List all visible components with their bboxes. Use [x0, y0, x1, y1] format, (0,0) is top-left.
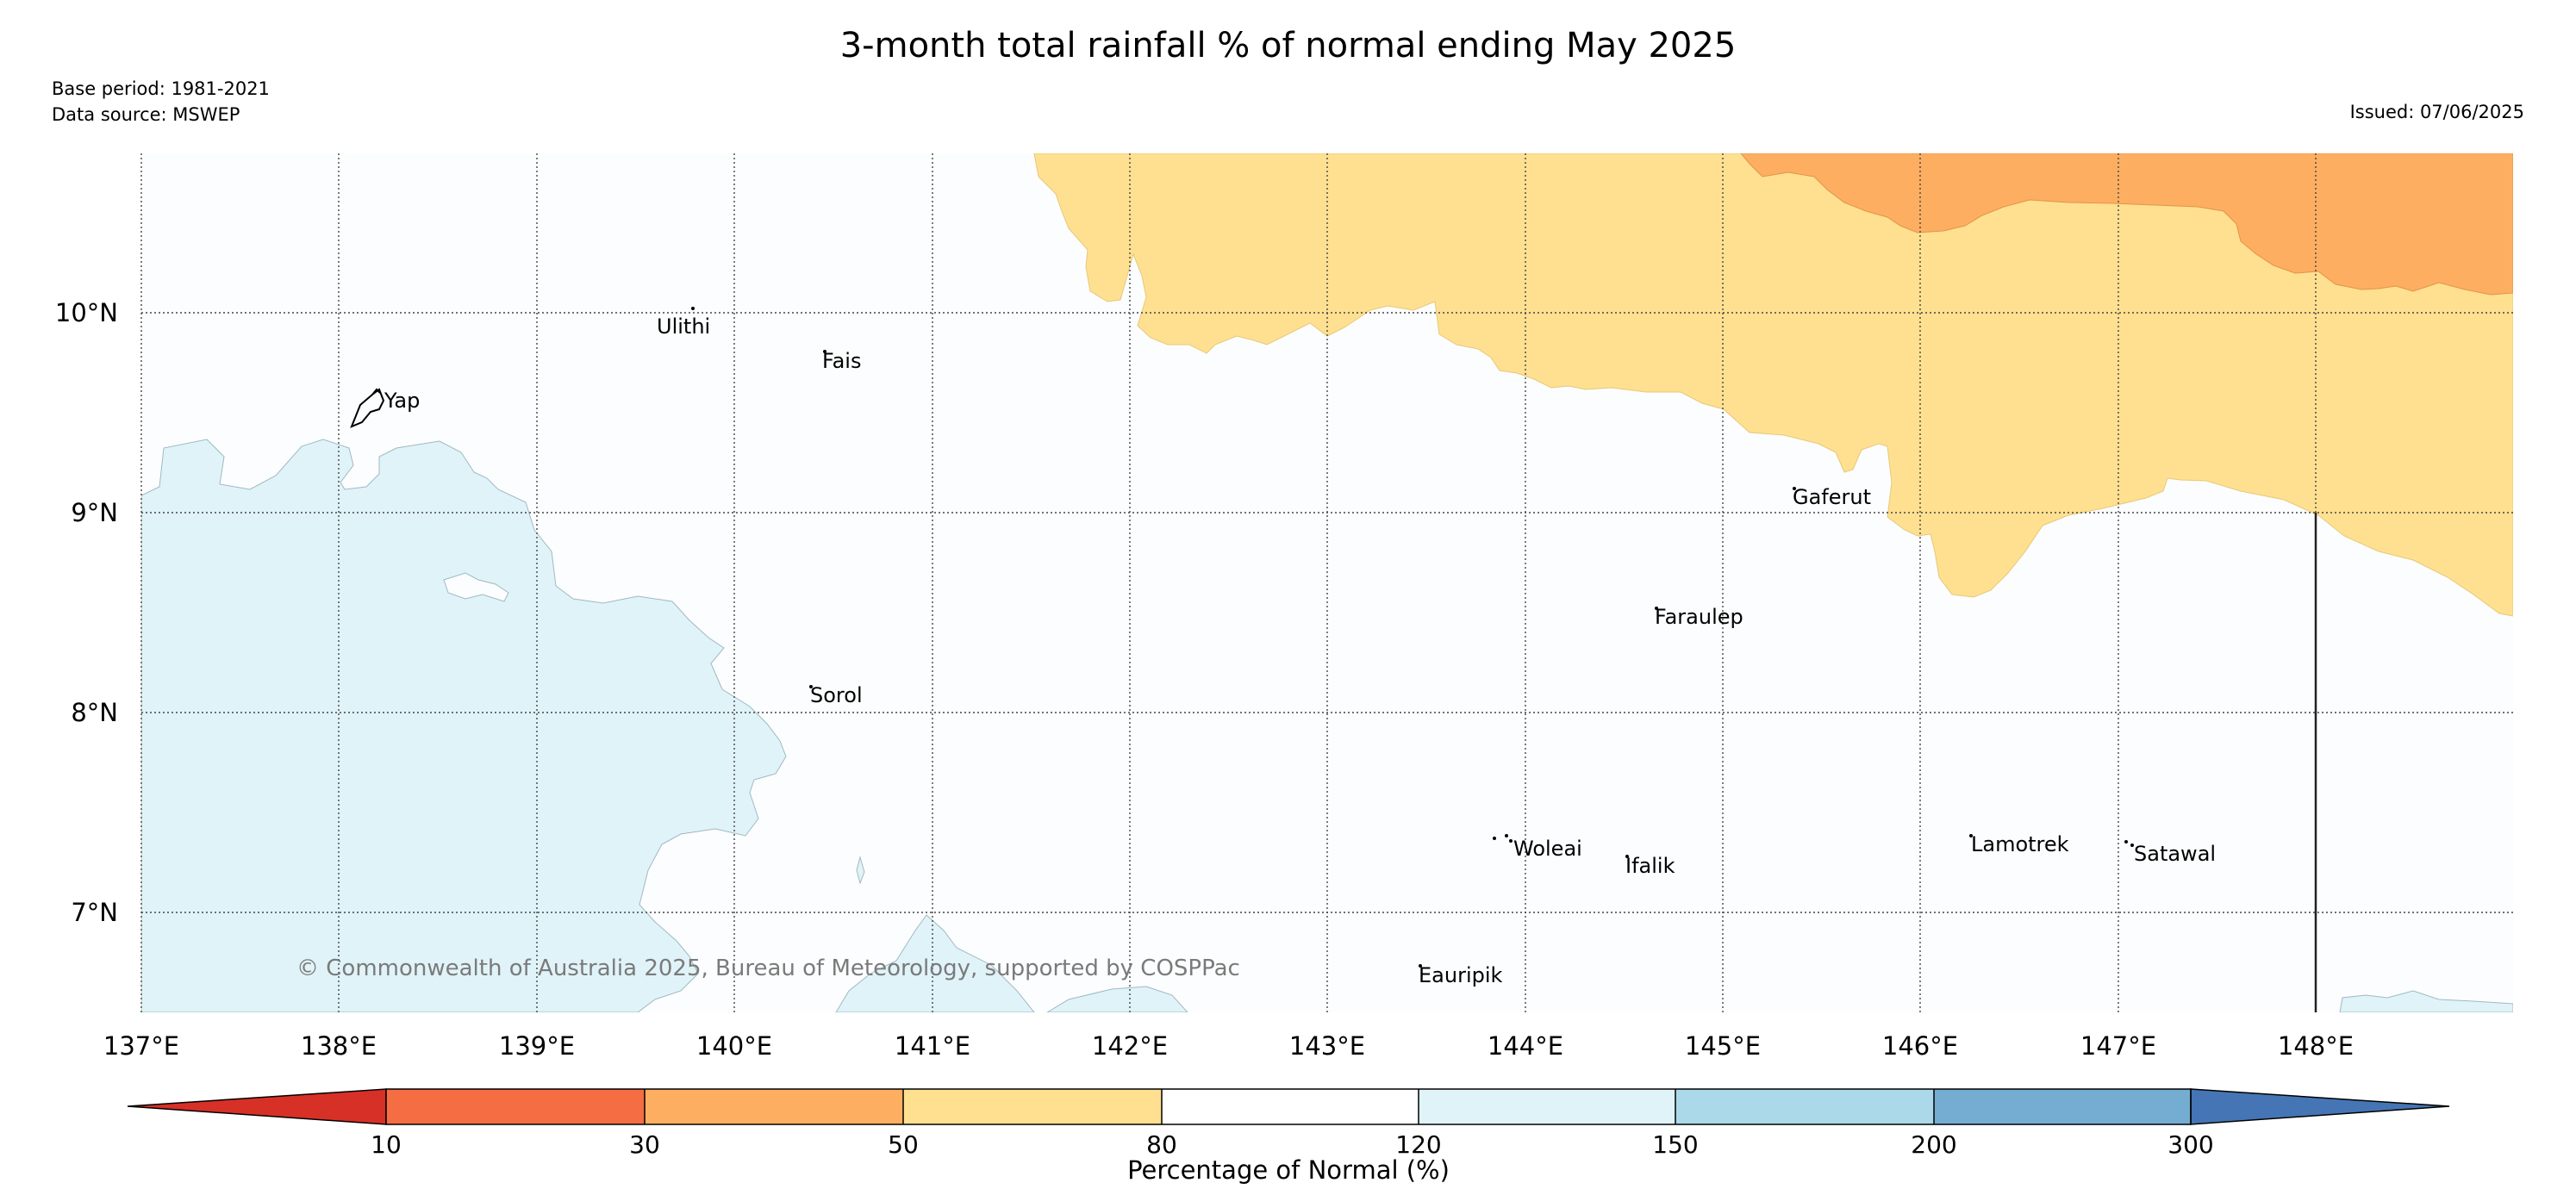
lat-label-7n: 7°N [71, 898, 118, 927]
label-sorol: Sorol [810, 683, 863, 707]
lat-label-10n: 10°N [55, 298, 118, 327]
map-title: 3-month total rainfall % of normal endin… [839, 26, 1737, 65]
colorbar-dividers [644, 1089, 1935, 1124]
cb-tick-30: 30 [629, 1130, 660, 1159]
colorbar-arrow-high [2190, 1088, 2450, 1125]
colorbar-arrow-low [127, 1088, 387, 1125]
lon-label-145e: 145°E [1685, 1031, 1761, 1061]
yap-island [350, 388, 385, 428]
lon-label-143e: 143°E [1289, 1031, 1365, 1061]
longitude-labels: 137°E 138°E 139°E 140°E 141°E 142°E 143°… [103, 1031, 2354, 1061]
label-yap: Yap [384, 389, 420, 413]
island-labels: Yap Ulithi Fais Gaferut Faraulep Sorol W… [384, 314, 2216, 987]
lon-label-146e: 146°E [1882, 1031, 1958, 1061]
orange-region [1740, 153, 2513, 296]
lon-label-142e: 142°E [1092, 1031, 1168, 1061]
label-satawal: Satawal [2134, 842, 2216, 866]
yellow-region [1033, 153, 2513, 617]
label-eauripik: Eauripik [1419, 963, 1503, 987]
colorbar-title: Percentage of Normal (%) [1127, 1155, 1450, 1185]
data-source: Data source: MSWEP [52, 104, 240, 125]
cb-tick-10: 10 [371, 1130, 402, 1159]
base-period: Base period: 1981-2021 [52, 78, 270, 99]
colorbar-segment-150-200 [1675, 1089, 1934, 1124]
colorbar-segment-80-120 [1162, 1089, 1419, 1124]
lon-label-144e: 144°E [1488, 1031, 1563, 1061]
rainfall-regions [141, 153, 2513, 1012]
issued-date: Issued: 07/06/2025 [2349, 102, 2524, 122]
lightblue-small-area [443, 572, 509, 602]
colorbar-segment-50-80 [903, 1089, 1162, 1124]
lat-label-9n: 9°N [71, 498, 118, 527]
cb-tick-120: 120 [1395, 1130, 1441, 1159]
islet-marker [856, 856, 865, 885]
lon-label-139e: 139°E [499, 1031, 575, 1061]
lightblue-west-region [141, 439, 787, 1012]
lightblue-east-region [2339, 990, 2513, 1012]
lon-label-148e: 148°E [2278, 1031, 2354, 1061]
lon-label-147e: 147°E [2080, 1031, 2156, 1061]
lightblue-south-region-2 [1046, 986, 1188, 1012]
colorbar-segment-200-300 [1934, 1089, 2191, 1124]
label-gaferut: Gaferut [1793, 485, 1871, 509]
label-ifalik: Ifalik [1625, 854, 1675, 878]
lightblue-south-region [835, 914, 1035, 1012]
cb-tick-50: 50 [888, 1130, 919, 1159]
lon-label-141e: 141°E [895, 1031, 970, 1061]
cb-tick-80: 80 [1146, 1130, 1177, 1159]
colorbar-segment-30-50 [645, 1089, 903, 1124]
cb-tick-300: 300 [2167, 1130, 2213, 1159]
lon-label-138e: 138°E [301, 1031, 377, 1061]
meta-info: Base period: 1981-2021 Data source: MSWE… [52, 76, 270, 128]
cb-tick-200: 200 [1911, 1130, 1956, 1159]
label-ulithi: Ulithi [657, 314, 710, 339]
copyright-credit: © Commonwealth of Australia 2025, Bureau… [296, 956, 1240, 981]
lon-label-140e: 140°E [696, 1031, 772, 1061]
latitude-labels: 10°N 9°N 8°N 7°N [55, 298, 118, 927]
label-woleai: Woleai [1513, 837, 1582, 861]
island-dots [691, 307, 2134, 968]
label-fais: Fais [822, 349, 861, 373]
colorbar-tick-labels: 10 30 50 80 120 150 200 300 [371, 1130, 2214, 1159]
label-faraulep: Faraulep [1655, 605, 1743, 629]
colorbar: 10 30 50 80 120 150 200 300 Percentage o… [127, 1088, 2450, 1185]
label-lamotrek: Lamotrek [1971, 832, 2069, 856]
colorbar-outline [385, 1088, 2192, 1125]
lon-label-137e: 137°E [103, 1031, 179, 1061]
map-panel: Yap Ulithi Fais Gaferut Faraulep Sorol W… [140, 153, 2513, 1012]
colorbar-segment-10-30 [386, 1089, 645, 1124]
colorbar-segment-120-150 [1419, 1089, 1675, 1124]
cb-tick-150: 150 [1652, 1130, 1698, 1159]
lat-label-8n: 8°N [71, 698, 118, 727]
